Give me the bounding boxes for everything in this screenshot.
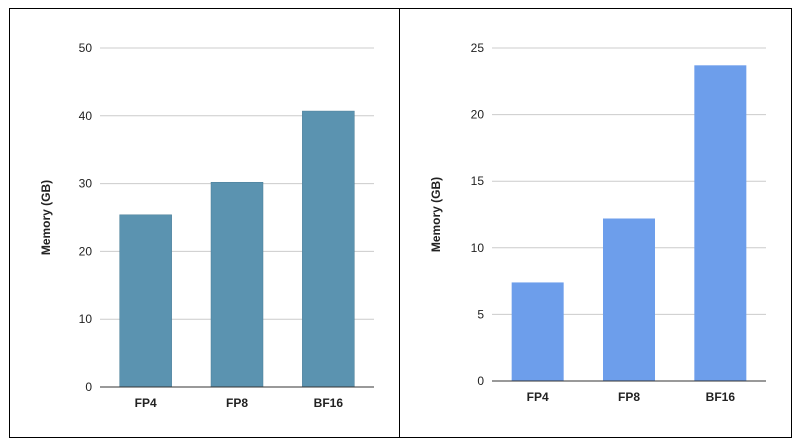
- chart-left: 0 10 20 30 40 50 FP4 FP8 BF16 Memory (GB): [39, 41, 374, 410]
- chart-right: 0 5 10 15 20 25 FP4 FP8 BF16 Memory (GB): [429, 41, 766, 404]
- y-tick-label: 30: [79, 177, 93, 191]
- bar-bf16: [302, 110, 355, 388]
- bar-fp8: [210, 181, 264, 388]
- y-tick-label: 25: [471, 41, 485, 55]
- y-tick-label: 15: [471, 174, 485, 188]
- y-tick-label: 0: [85, 380, 92, 394]
- y-tick-label: 20: [79, 244, 93, 258]
- chart-panel-right: 0 5 10 15 20 25 FP4 FP8 BF16 Memory (GB): [399, 8, 792, 438]
- bar-fp8: [603, 218, 655, 381]
- y-tick-label: 50: [79, 41, 93, 55]
- x-tick-label: BF16: [706, 390, 736, 404]
- chart-panel-left: 0 10 20 30 40 50 FP4 FP8 BF16 Memory (GB): [9, 8, 400, 438]
- x-tick-label: FP4: [527, 390, 549, 404]
- bar-fp4: [119, 214, 172, 388]
- x-tick-label: FP8: [618, 390, 640, 404]
- y-axis-title: Memory (GB): [39, 180, 53, 255]
- y-tick-label: 5: [477, 307, 484, 321]
- y-tick-label: 10: [79, 312, 93, 326]
- x-tick-label: FP4: [135, 396, 157, 410]
- y-axis-title: Memory (GB): [429, 177, 443, 252]
- x-tick-label: BF16: [314, 396, 344, 410]
- x-tick-label: FP8: [226, 396, 248, 410]
- bar-fp4: [511, 282, 564, 381]
- y-tick-label: 10: [471, 241, 485, 255]
- y-tick-label: 20: [471, 108, 485, 122]
- y-tick-label: 0: [477, 374, 484, 388]
- bar-bf16: [694, 65, 747, 381]
- y-tick-label: 40: [79, 109, 93, 123]
